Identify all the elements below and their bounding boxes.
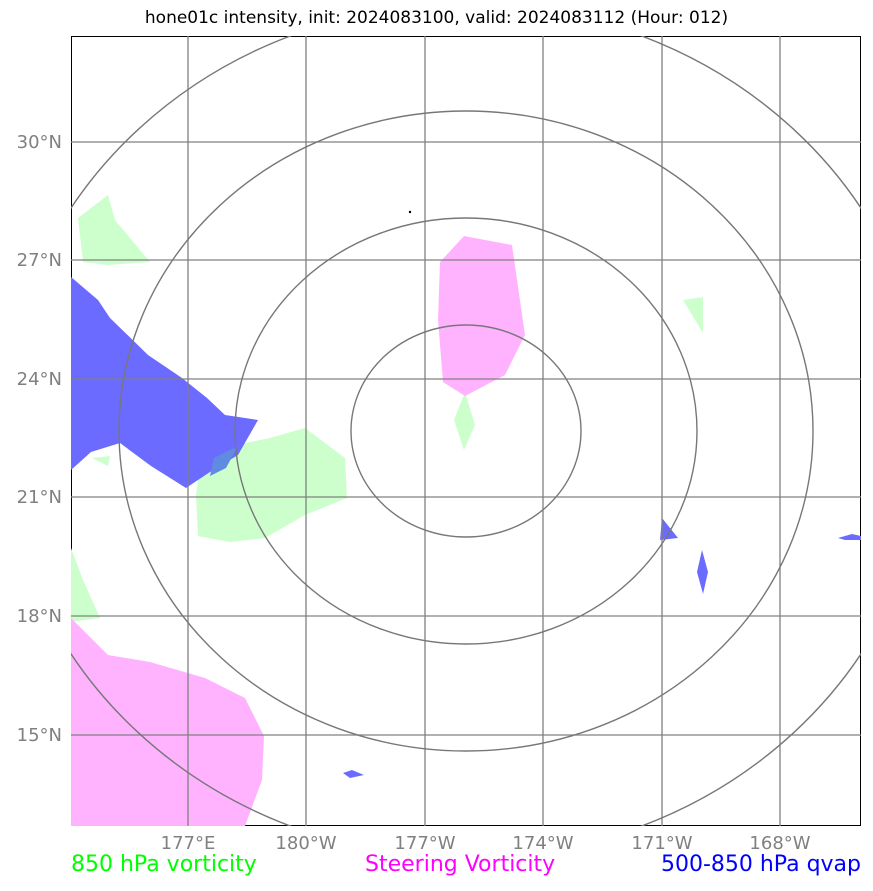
- legend-qvap: 500-850 hPa qvap: [660, 852, 861, 877]
- lon-tick-label: 174°W: [512, 833, 573, 854]
- map-title: hone01c intensity, init: 2024083100, val…: [144, 8, 729, 28]
- qvap-regions: [71, 277, 861, 778]
- vorticity-850-patch: [71, 548, 100, 622]
- distance-ring: [350, 324, 582, 538]
- lat-tick-label: 30°N: [17, 132, 62, 153]
- lon-tick-label: 177°W: [394, 833, 455, 854]
- qvap-patch: [343, 770, 364, 778]
- lon-tick-label: 180°W: [275, 833, 336, 854]
- lat-tick-label: 18°N: [17, 606, 62, 627]
- storm-center-dot: [408, 210, 412, 214]
- steering-vorticity-patch: [71, 618, 264, 826]
- lat-tick-label: 15°N: [17, 725, 62, 746]
- distance-ring: [118, 110, 814, 752]
- steering-vorticity-patch: [438, 236, 525, 396]
- lon-tick-label: 177°E: [161, 833, 216, 854]
- qvap-overlap-patch: [210, 446, 238, 476]
- qvap-patch: [697, 550, 708, 594]
- distance-ring: [234, 217, 698, 645]
- steering-vorticity-regions: [71, 236, 525, 826]
- vorticity-850-patch: [92, 456, 110, 466]
- lat-tick-label: 21°N: [17, 487, 62, 508]
- lat-tick-label: 24°N: [17, 369, 62, 390]
- qvap-patch: [71, 277, 258, 488]
- lat-tick-labels: 30°N 27°N 24°N 21°N 18°N 15°N: [17, 132, 62, 746]
- vorticity-850-patch: [683, 297, 703, 333]
- legend-steering-vorticity: Steering Vorticity: [365, 852, 556, 877]
- lat-tick-label: 27°N: [17, 250, 62, 271]
- lon-tick-label: 171°W: [631, 833, 692, 854]
- distance-rings: [71, 36, 861, 826]
- lon-tick-labels: 177°E 180°W 177°W 174°W 171°W 168°W: [161, 833, 811, 854]
- vorticity-850-patch: [78, 195, 150, 265]
- vorticity-850-patch: [454, 392, 475, 450]
- qvap-patch: [660, 518, 678, 540]
- legend-850-vorticity: 850 hPa vorticity: [71, 852, 257, 877]
- lon-tick-label: 168°W: [749, 833, 810, 854]
- qvap-patch: [838, 534, 861, 540]
